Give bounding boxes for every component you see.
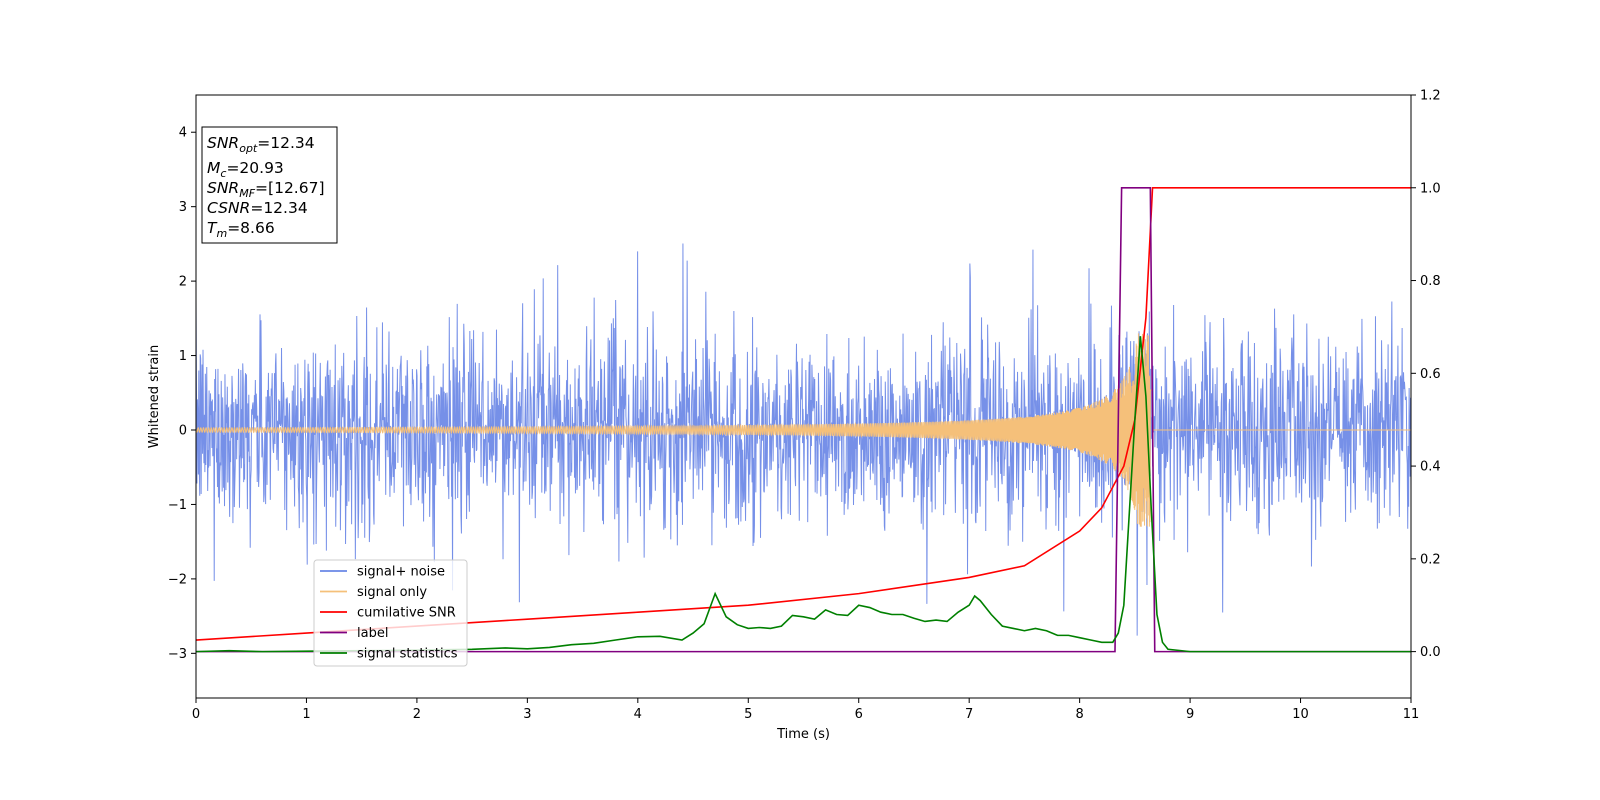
- y-tick-right-label: 0.4: [1420, 460, 1441, 475]
- annotation-box: SNRopt=12.34 Mc=20.93SNRMF=[12.67]CSNR=12…: [201, 126, 338, 244]
- x-tick-label: 5: [744, 707, 752, 722]
- y-tick-right-label: 0.0: [1420, 645, 1441, 660]
- plot-frame: [195, 94, 1412, 699]
- x-axis-label: Time (s): [776, 727, 830, 742]
- legend-label: signal+ noise: [357, 565, 445, 580]
- signal-noise-line: [195, 243, 1412, 636]
- legend: signal+ noise signal only cumilative SNR la…: [313, 559, 468, 667]
- y-tick-right-label: 1.2: [1420, 89, 1441, 104]
- y-tick-right-label: 0.8: [1420, 274, 1441, 289]
- annotation-line: SNRopt=12.34: [207, 134, 315, 155]
- x-tick-label: 1: [302, 707, 310, 722]
- legend-label: signal only: [357, 585, 427, 600]
- y-axis-left: −3 −2 −1 0 1 2 3 4: [168, 126, 196, 662]
- y-tick-left-label: −3: [168, 647, 187, 662]
- x-tick-label: 6: [855, 707, 863, 722]
- series-signal-noise: [195, 243, 1412, 636]
- legend-label: cumilative SNR: [357, 606, 456, 621]
- x-tick-label: 10: [1292, 707, 1309, 722]
- y-tick-left-label: 4: [179, 126, 187, 141]
- x-tick-label: 0: [192, 707, 200, 722]
- x-tick-label: 7: [965, 707, 973, 722]
- y-tick-right-label: 0.6: [1420, 367, 1441, 382]
- annotation-line: Mc=20.93: [207, 159, 284, 180]
- y-tick-left-label: −2: [168, 572, 187, 587]
- y-tick-right-label: 1.0: [1420, 181, 1441, 196]
- signal-only-line: [195, 333, 1411, 527]
- x-tick-label: 11: [1403, 707, 1420, 722]
- y-tick-left-label: 3: [179, 200, 187, 215]
- series-signal-only: [195, 333, 1411, 527]
- cumulative-snr-line: [195, 186, 1411, 641]
- x-tick-label: 9: [1186, 707, 1194, 722]
- legend-label: signal statistics: [357, 647, 458, 662]
- y-axis-label: Whitened strain: [147, 345, 162, 448]
- y-tick-left-label: 2: [179, 275, 187, 290]
- series-signal-statistics: [195, 336, 1411, 653]
- y-tick-left-label: 1: [179, 349, 187, 364]
- y-tick-right-label: 0.2: [1420, 552, 1441, 567]
- annotation-frame: [201, 126, 338, 244]
- x-tick-label: 3: [523, 707, 531, 722]
- legend-label: label: [357, 626, 388, 641]
- legend-frame: [313, 559, 468, 667]
- y-tick-left-label: 0: [179, 424, 187, 439]
- y-axis-right: 0.0 0.2 0.4 0.6 0.8 1.0 1.2: [1411, 89, 1441, 660]
- annotation-line: SNRMF=[12.67]: [207, 179, 325, 200]
- y-tick-left-label: −1: [168, 498, 187, 513]
- x-tick-label: 2: [413, 707, 421, 722]
- x-tick-label: 4: [634, 707, 642, 722]
- annotation-line: CSNR=12.34: [207, 199, 308, 217]
- x-axis: 0 1 2 3 4 5 6 7 8 9 10 11: [192, 698, 1419, 722]
- x-tick-label: 8: [1075, 707, 1083, 722]
- signal-statistics-line: [195, 336, 1411, 653]
- series-cumulative-snr: [195, 186, 1411, 641]
- annotation-line: Tm=8.66: [207, 219, 275, 240]
